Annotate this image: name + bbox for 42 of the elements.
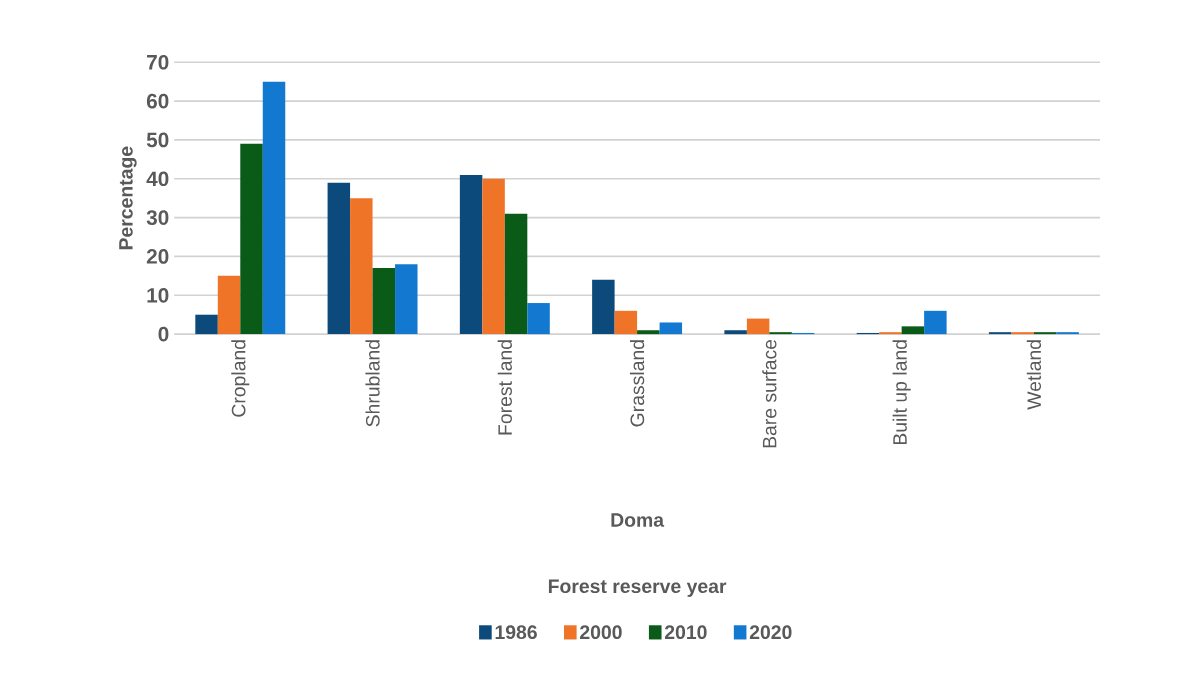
bar xyxy=(724,330,747,335)
y-tick-label: 50 xyxy=(146,132,169,148)
x-tick-label: Wetland xyxy=(1026,340,1042,410)
x-tick-label: Shrubland xyxy=(365,340,380,427)
y-tick-label: 20 xyxy=(146,249,169,264)
legend-label: 2000 xyxy=(580,625,622,640)
bar xyxy=(217,275,241,335)
y-tick-label: 30 xyxy=(146,210,169,225)
bar xyxy=(527,303,550,335)
x-tick-label: Forest land xyxy=(497,340,512,435)
bar xyxy=(746,318,770,335)
y-axis-title: Percentage xyxy=(119,146,137,250)
bar xyxy=(350,198,373,335)
bar xyxy=(924,310,947,335)
bar xyxy=(262,81,286,335)
bar xyxy=(372,268,396,335)
y-tick-label: 40 xyxy=(146,171,169,187)
legend-label: 2010 xyxy=(664,625,707,640)
legend-label: 1986 xyxy=(495,625,537,640)
x-tick-label: Cropland xyxy=(231,340,250,417)
x-axis-title: Doma xyxy=(611,513,665,527)
y-tick-label: 70 xyxy=(147,54,169,70)
x-tick-label: Bare surface xyxy=(762,339,777,448)
y-tick-label: 10 xyxy=(147,287,169,303)
bar xyxy=(459,174,483,335)
bar xyxy=(504,213,528,335)
y-tick-label: 0 xyxy=(158,326,169,342)
bar xyxy=(240,143,263,335)
x-tick-label: Built up land xyxy=(892,340,911,445)
bar xyxy=(637,330,660,335)
legend-label: 2020 xyxy=(749,625,792,640)
bar xyxy=(395,264,418,335)
bar xyxy=(327,182,351,335)
bar xyxy=(614,310,638,335)
bar xyxy=(195,314,218,335)
x-tick-label: Grassland xyxy=(629,340,645,427)
y-tick-label: 60 xyxy=(146,93,169,109)
bar xyxy=(659,322,683,335)
bar xyxy=(901,326,925,335)
bar xyxy=(482,178,505,335)
text: Forest reserve year xyxy=(548,579,727,597)
bar xyxy=(592,279,615,335)
